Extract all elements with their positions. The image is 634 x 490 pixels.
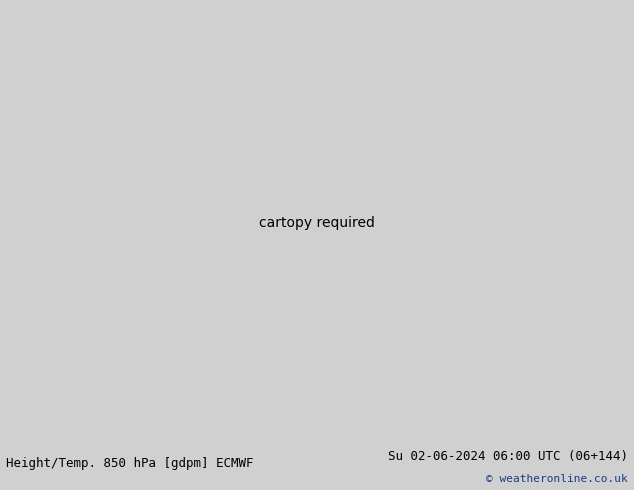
Text: © weatheronline.co.uk: © weatheronline.co.uk bbox=[486, 474, 628, 484]
Text: Su 02-06-2024 06:00 UTC (06+144): Su 02-06-2024 06:00 UTC (06+144) bbox=[387, 450, 628, 464]
Text: cartopy required: cartopy required bbox=[259, 216, 375, 230]
Text: Height/Temp. 850 hPa [gdpm] ECMWF: Height/Temp. 850 hPa [gdpm] ECMWF bbox=[6, 457, 254, 470]
